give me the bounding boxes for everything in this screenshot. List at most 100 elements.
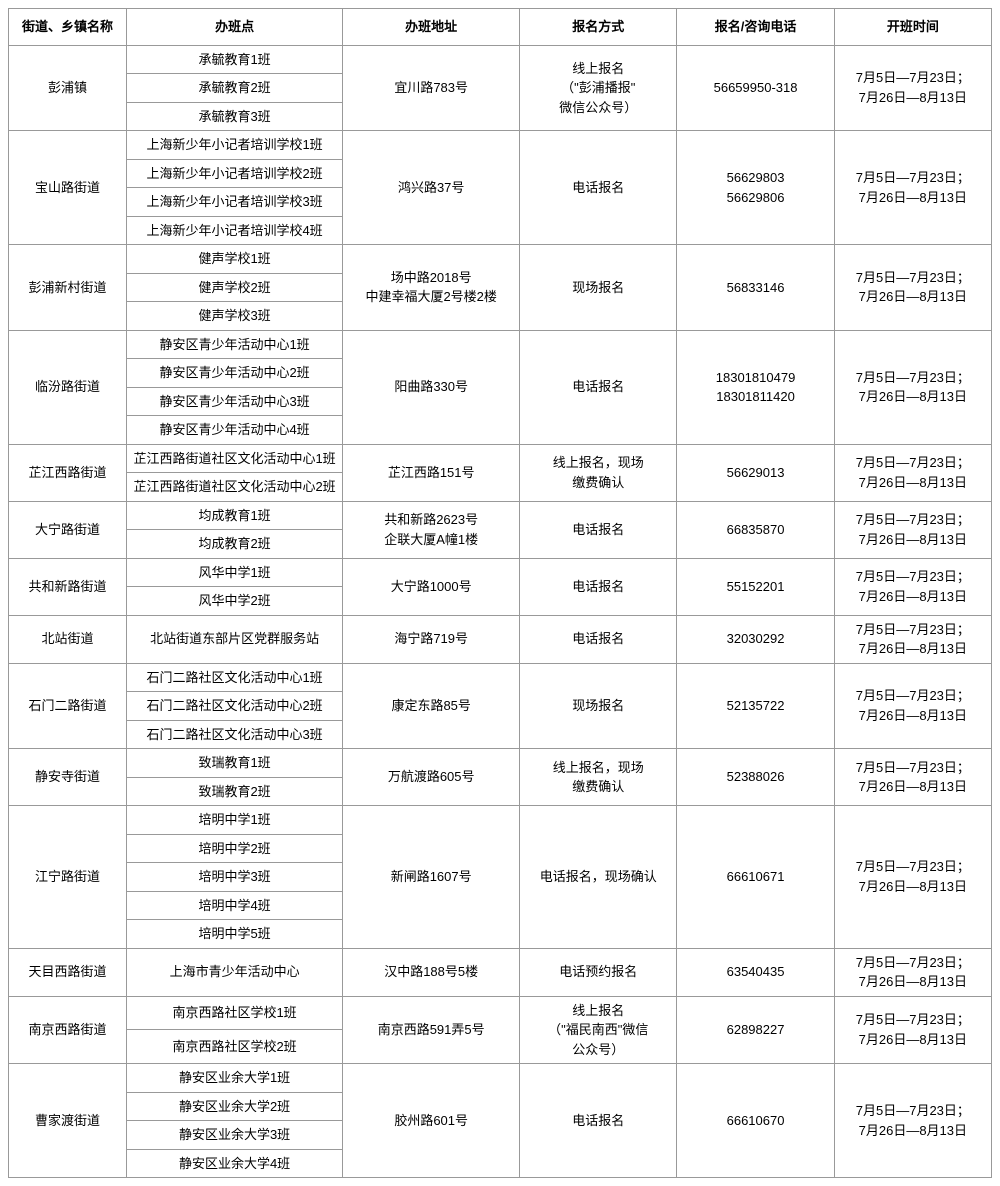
phone-cell: 1830181047918301811420 — [677, 330, 834, 444]
table-row: 芷江西路街道芷江西路街道社区文化活动中心1班芷江西路151号线上报名，现场缴费确… — [9, 444, 992, 473]
street-cell: 江宁路街道 — [9, 806, 127, 949]
class-cell: 健声学校1班 — [126, 245, 342, 274]
address-cell: 共和新路2623号企联大厦A幢1楼 — [343, 501, 520, 558]
class-cell: 均成教育1班 — [126, 501, 342, 530]
class-cell: 静安区业余大学2班 — [126, 1092, 342, 1121]
phone-cell: 66835870 — [677, 501, 834, 558]
class-cell: 静安区业余大学1班 — [126, 1064, 342, 1093]
address-cell: 阳曲路330号 — [343, 330, 520, 444]
address-cell: 康定东路85号 — [343, 663, 520, 749]
phone-cell: 5662980356629806 — [677, 131, 834, 245]
header-method: 报名方式 — [520, 9, 677, 46]
time-cell: 7月5日—7月23日；7月26日—8月13日 — [834, 131, 991, 245]
time-cell: 7月5日—7月23日；7月26日—8月13日 — [834, 749, 991, 806]
phone-cell: 32030292 — [677, 615, 834, 663]
class-cell: 培明中学2班 — [126, 834, 342, 863]
table-row: 南京西路街道南京西路社区学校1班南京西路591弄5号线上报名（"福民南西"微信公… — [9, 996, 992, 1030]
street-cell: 大宁路街道 — [9, 501, 127, 558]
class-cell: 承毓教育3班 — [126, 102, 342, 131]
address-cell: 宜川路783号 — [343, 45, 520, 131]
class-cell: 南京西路社区学校1班 — [126, 996, 342, 1030]
time-cell: 7月5日—7月23日；7月26日—8月13日 — [834, 444, 991, 501]
phone-cell: 52135722 — [677, 663, 834, 749]
class-cell: 北站街道东部片区党群服务站 — [126, 615, 342, 663]
class-cell: 静安区青少年活动中心4班 — [126, 416, 342, 445]
street-cell: 彭浦镇 — [9, 45, 127, 131]
address-cell: 场中路2018号中建幸福大厦2号楼2楼 — [343, 245, 520, 331]
table-row: 共和新路街道风华中学1班大宁路1000号电话报名551522017月5日—7月2… — [9, 558, 992, 587]
table-row: 临汾路街道静安区青少年活动中心1班阳曲路330号电话报名183018104791… — [9, 330, 992, 359]
street-cell: 宝山路街道 — [9, 131, 127, 245]
time-cell: 7月5日—7月23日；7月26日—8月13日 — [834, 996, 991, 1064]
method-cell: 电话报名 — [520, 330, 677, 444]
class-cell: 健声学校3班 — [126, 302, 342, 331]
phone-cell: 62898227 — [677, 996, 834, 1064]
street-cell: 静安寺街道 — [9, 749, 127, 806]
class-cell: 培明中学3班 — [126, 863, 342, 892]
method-cell: 线上报名，现场缴费确认 — [520, 749, 677, 806]
address-cell: 万航渡路605号 — [343, 749, 520, 806]
time-cell: 7月5日—7月23日；7月26日—8月13日 — [834, 615, 991, 663]
header-class: 办班点 — [126, 9, 342, 46]
table-row: 静安寺街道致瑞教育1班万航渡路605号线上报名，现场缴费确认523880267月… — [9, 749, 992, 778]
class-cell: 上海新少年小记者培训学校1班 — [126, 131, 342, 160]
phone-cell: 66610670 — [677, 1064, 834, 1178]
time-cell: 7月5日—7月23日；7月26日—8月13日 — [834, 663, 991, 749]
class-cell: 承毓教育2班 — [126, 74, 342, 103]
street-cell: 芷江西路街道 — [9, 444, 127, 501]
header-street: 街道、乡镇名称 — [9, 9, 127, 46]
address-cell: 南京西路591弄5号 — [343, 996, 520, 1064]
method-cell: 现场报名 — [520, 663, 677, 749]
class-cell: 芷江西路街道社区文化活动中心2班 — [126, 473, 342, 502]
method-cell: 线上报名（"福民南西"微信公众号） — [520, 996, 677, 1064]
phone-cell: 55152201 — [677, 558, 834, 615]
class-cell: 培明中学5班 — [126, 920, 342, 949]
class-cell: 石门二路社区文化活动中心3班 — [126, 720, 342, 749]
table-row: 江宁路街道培明中学1班新闸路1607号电话报名，现场确认666106717月5日… — [9, 806, 992, 835]
class-cell: 培明中学4班 — [126, 891, 342, 920]
class-cell: 石门二路社区文化活动中心1班 — [126, 663, 342, 692]
table-row: 彭浦镇承毓教育1班宜川路783号线上报名（"彭浦播报"微信公众号）5665995… — [9, 45, 992, 74]
street-cell: 共和新路街道 — [9, 558, 127, 615]
time-cell: 7月5日—7月23日；7月26日—8月13日 — [834, 45, 991, 131]
address-cell: 鸿兴路37号 — [343, 131, 520, 245]
method-cell: 电话报名，现场确认 — [520, 806, 677, 949]
method-cell: 现场报名 — [520, 245, 677, 331]
street-cell: 彭浦新村街道 — [9, 245, 127, 331]
time-cell: 7月5日—7月23日；7月26日—8月13日 — [834, 501, 991, 558]
address-cell: 海宁路719号 — [343, 615, 520, 663]
class-schedule-table: 街道、乡镇名称 办班点 办班地址 报名方式 报名/咨询电话 开班时间 彭浦镇承毓… — [8, 8, 992, 1178]
street-cell: 石门二路街道 — [9, 663, 127, 749]
time-cell: 7月5日—7月23日；7月26日—8月13日 — [834, 948, 991, 996]
address-cell: 胶州路601号 — [343, 1064, 520, 1178]
class-cell: 南京西路社区学校2班 — [126, 1030, 342, 1064]
class-cell: 芷江西路街道社区文化活动中心1班 — [126, 444, 342, 473]
time-cell: 7月5日—7月23日；7月26日—8月13日 — [834, 1064, 991, 1178]
table-row: 大宁路街道均成教育1班共和新路2623号企联大厦A幢1楼电话报名66835870… — [9, 501, 992, 530]
class-cell: 风华中学1班 — [126, 558, 342, 587]
time-cell: 7月5日—7月23日；7月26日—8月13日 — [834, 558, 991, 615]
method-cell: 电话报名 — [520, 501, 677, 558]
phone-cell: 56629013 — [677, 444, 834, 501]
class-cell: 培明中学1班 — [126, 806, 342, 835]
phone-cell: 52388026 — [677, 749, 834, 806]
table-row: 曹家渡街道静安区业余大学1班胶州路601号电话报名666106707月5日—7月… — [9, 1064, 992, 1093]
class-cell: 上海新少年小记者培训学校4班 — [126, 216, 342, 245]
class-cell: 上海新少年小记者培训学校3班 — [126, 188, 342, 217]
class-cell: 静安区青少年活动中心3班 — [126, 387, 342, 416]
time-cell: 7月5日—7月23日；7月26日—8月13日 — [834, 330, 991, 444]
header-phone: 报名/咨询电话 — [677, 9, 834, 46]
class-cell: 均成教育2班 — [126, 530, 342, 559]
phone-cell: 66610671 — [677, 806, 834, 949]
header-row: 街道、乡镇名称 办班点 办班地址 报名方式 报名/咨询电话 开班时间 — [9, 9, 992, 46]
method-cell: 电话预约报名 — [520, 948, 677, 996]
class-cell: 致瑞教育1班 — [126, 749, 342, 778]
time-cell: 7月5日—7月23日；7月26日—8月13日 — [834, 245, 991, 331]
class-cell: 静安区青少年活动中心1班 — [126, 330, 342, 359]
table-row: 彭浦新村街道健声学校1班场中路2018号中建幸福大厦2号楼2楼现场报名56833… — [9, 245, 992, 274]
class-cell: 石门二路社区文化活动中心2班 — [126, 692, 342, 721]
class-cell: 静安区业余大学4班 — [126, 1149, 342, 1178]
phone-cell: 56833146 — [677, 245, 834, 331]
table-row: 宝山路街道上海新少年小记者培训学校1班鸿兴路37号电话报名56629803566… — [9, 131, 992, 160]
address-cell: 新闸路1607号 — [343, 806, 520, 949]
